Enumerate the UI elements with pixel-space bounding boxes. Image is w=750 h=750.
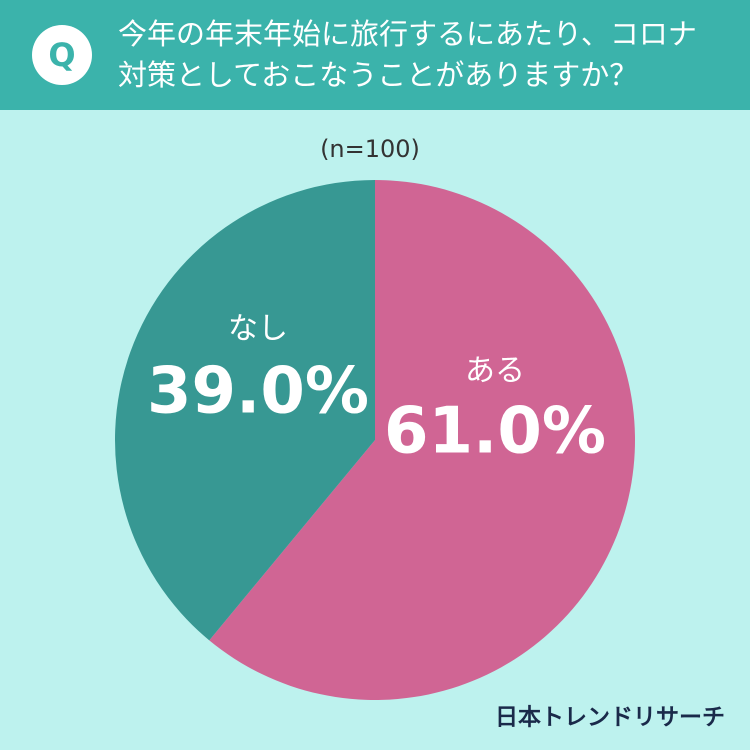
subtitle: (n=100): [320, 135, 420, 163]
pie-slice: [115, 180, 376, 641]
value-label: 61.0%: [384, 395, 606, 469]
chart-title: 今年の年末年始に旅行するにあたり、コロナ対策としておこなうことがありますか？: [118, 17, 697, 92]
source: 日本トレンドリサーチ: [495, 705, 725, 731]
value-label: 39.0%: [147, 355, 369, 429]
pie-slice: [209, 180, 635, 700]
slice-name: ある: [465, 354, 525, 389]
slice-name: なし: [228, 312, 288, 347]
header: Q 今年の年末年始に旅行するにあたり、コロナ対策としておこなうことがありますか？: [0, 0, 750, 110]
badge: Q: [32, 25, 92, 85]
